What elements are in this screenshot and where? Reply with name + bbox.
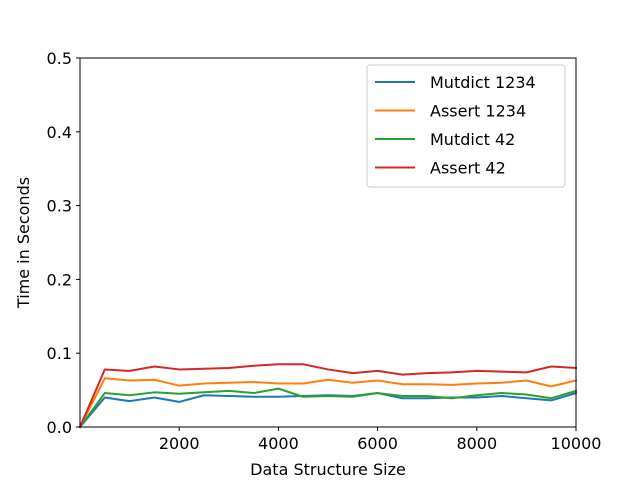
legend-label-4: Assert 42 (430, 159, 506, 178)
y-tick-label: 0.5 (47, 49, 72, 68)
x-tick-label: 2000 (159, 434, 200, 453)
legend-box (366, 64, 566, 188)
legend-label-1: Mutdict 1234 (430, 73, 536, 92)
x-axis-label: Data Structure Size (250, 460, 406, 479)
x-tick-label: 6000 (357, 434, 398, 453)
legend-label-2: Assert 1234 (430, 102, 526, 121)
legend-label-3: Mutdict 42 (430, 130, 515, 149)
series-line-2 (78, 377, 578, 429)
plot-frame (79, 57, 577, 428)
y-tick-label: 0.3 (47, 197, 72, 216)
y-tick-label: 0.1 (47, 344, 72, 363)
series-layer (78, 363, 578, 429)
y-tick-label: 0.0 (47, 418, 72, 437)
x-tick-label: 8000 (456, 434, 497, 453)
series-line-4 (78, 363, 578, 429)
y-axis-label: Time in Seconds (14, 177, 33, 309)
x-tick-label: 10000 (551, 434, 602, 453)
series-line-3 (78, 387, 578, 429)
legend: Mutdict 1234 Assert 1234 Mutdict 42 Assert … (366, 64, 566, 188)
ticks-layer: 2000 4000 6000 8000 10000 0.0 0.1 0.2 0.3 0.4 0.5 (47, 49, 602, 453)
y-tick-label: 0.2 (47, 270, 72, 289)
x-tick-label: 4000 (258, 434, 299, 453)
y-tick-label: 0.4 (47, 123, 72, 142)
